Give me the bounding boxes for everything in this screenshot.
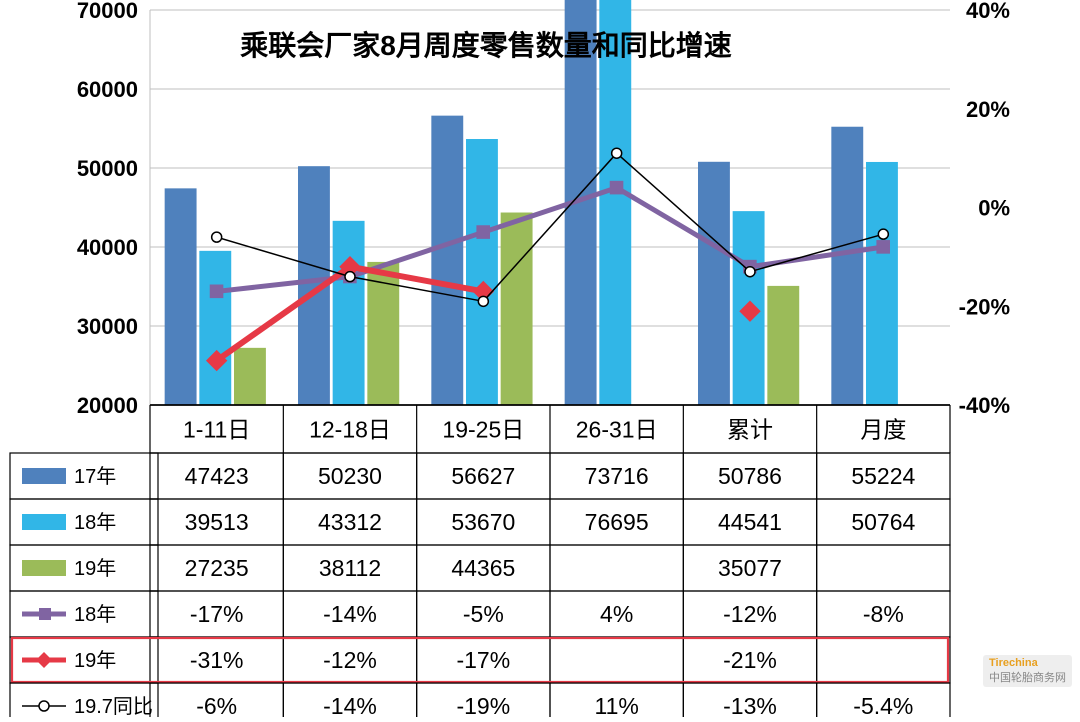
svg-text:-21%: -21% — [723, 647, 777, 673]
svg-text:-5.4%: -5.4% — [853, 693, 913, 717]
watermark-sub: 中国轮胎商务网 — [989, 672, 1066, 684]
svg-text:-40%: -40% — [959, 393, 1010, 418]
svg-text:-14%: -14% — [323, 601, 377, 627]
svg-text:50230: 50230 — [318, 463, 382, 489]
svg-text:44365: 44365 — [451, 555, 515, 581]
svg-text:-17%: -17% — [456, 647, 510, 673]
svg-text:55224: 55224 — [851, 463, 915, 489]
svg-text:11%: 11% — [595, 693, 639, 717]
svg-text:17年: 17年 — [74, 465, 116, 488]
svg-text:-12%: -12% — [323, 647, 377, 673]
svg-text:40%: 40% — [966, 0, 1010, 23]
svg-text:-14%: -14% — [323, 693, 377, 717]
svg-text:-13%: -13% — [723, 693, 777, 717]
watermark-logo: Tirechina — [989, 657, 1038, 669]
svg-text:-5%: -5% — [463, 601, 504, 627]
svg-text:43312: 43312 — [318, 509, 382, 535]
svg-text:0%: 0% — [978, 196, 1010, 221]
svg-text:19年: 19年 — [74, 649, 116, 672]
svg-text:乘联会厂家8月周度零售数量和同比增速: 乘联会厂家8月周度零售数量和同比增速 — [240, 29, 732, 61]
chart-container: 20000 30000 40000 50000 60000 70000 -40% -20% 0%… — [0, 0, 1080, 717]
svg-text:19年: 19年 — [74, 557, 116, 580]
svg-text:-6%: -6% — [196, 693, 237, 717]
svg-text:19.7同比: 19.7同比 — [74, 695, 153, 717]
svg-text:47423: 47423 — [185, 463, 249, 489]
svg-text:44541: 44541 — [718, 509, 782, 535]
svg-text:12-18日: 12-18日 — [309, 417, 391, 443]
svg-text:38112: 38112 — [319, 555, 381, 581]
svg-text:56627: 56627 — [451, 463, 515, 489]
svg-text:70000: 70000 — [77, 0, 138, 23]
svg-text:60000: 60000 — [77, 77, 138, 102]
svg-text:27235: 27235 — [185, 555, 249, 581]
svg-text:40000: 40000 — [77, 235, 138, 260]
svg-text:39513: 39513 — [185, 509, 249, 535]
svg-text:30000: 30000 — [77, 314, 138, 339]
svg-text:20%: 20% — [966, 97, 1010, 122]
svg-text:-12%: -12% — [723, 601, 777, 627]
svg-text:-17%: -17% — [190, 601, 244, 627]
svg-text:53670: 53670 — [451, 509, 515, 535]
svg-text:50786: 50786 — [718, 463, 782, 489]
svg-text:累计: 累计 — [727, 417, 773, 443]
svg-text:76695: 76695 — [585, 509, 649, 535]
svg-text:-31%: -31% — [190, 647, 244, 673]
svg-text:月度: 月度 — [860, 417, 906, 443]
svg-text:50000: 50000 — [77, 156, 138, 181]
watermark: Tirechina 中国轮胎商务网 — [983, 655, 1072, 687]
svg-text:35077: 35077 — [718, 555, 782, 581]
svg-text:1-11日: 1-11日 — [183, 417, 250, 443]
svg-text:26-31日: 26-31日 — [576, 417, 658, 443]
svg-text:20000: 20000 — [77, 393, 138, 418]
svg-text:50764: 50764 — [851, 509, 915, 535]
svg-text:18年: 18年 — [74, 511, 116, 534]
svg-text:-19%: -19% — [456, 693, 510, 717]
svg-text:18年: 18年 — [74, 603, 116, 626]
chart-svg: 20000 30000 40000 50000 60000 70000 -40% -20% 0%… — [0, 0, 1080, 717]
svg-text:73716: 73716 — [585, 463, 649, 489]
svg-text:19-25日: 19-25日 — [442, 417, 524, 443]
svg-text:-20%: -20% — [959, 294, 1010, 319]
svg-text:-8%: -8% — [863, 601, 904, 627]
svg-text:4%: 4% — [600, 601, 633, 627]
